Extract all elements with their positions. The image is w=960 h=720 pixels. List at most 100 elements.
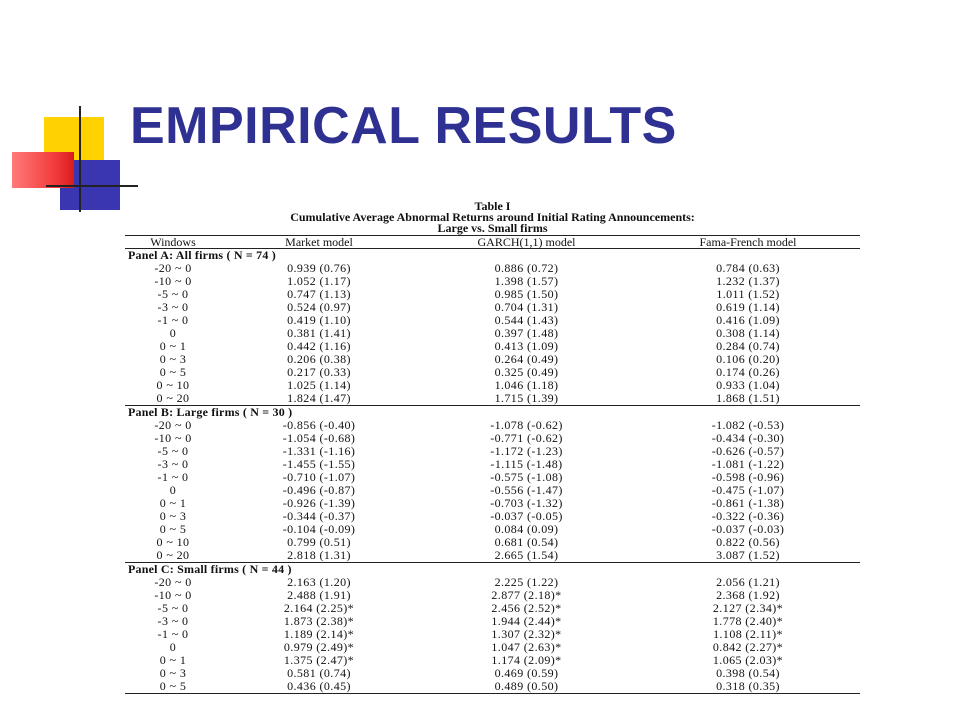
garch-model-cell: -1.172 (-1.23) xyxy=(490,444,563,458)
market-model-cell: 0.747 (1.13) xyxy=(287,287,351,301)
market-model-cell: -0.496 (-0.87) xyxy=(282,483,356,497)
results-table-figure: Table I Cumulative Average Abnormal Retu… xyxy=(125,199,860,694)
fama-french-cell: 1.108 (2.11)* xyxy=(713,627,783,641)
panel-header-row: Panel B: Large firms ( N = 30 ) xyxy=(125,405,860,419)
table-row: -1 ~ 0 0.419 (1.10) 0.544 (1.43) 0.416 (1.0… xyxy=(125,314,860,327)
table-header-row: Windows Market model GARCH(1,1) model Fa… xyxy=(125,235,860,249)
market-model-cell: -0.104 (-0.09) xyxy=(282,522,356,536)
table-row: -20 ~ 0 0.939 (0.76) 0.886 (0.72) 0.784 (0.… xyxy=(125,262,860,275)
market-model-cell: 1.052 (1.17) xyxy=(287,274,351,288)
fama-french-cell: -0.322 (-0.36) xyxy=(711,509,785,523)
garch-model-cell: 2.456 (2.52)* xyxy=(491,601,562,615)
market-model-cell: -1.054 (-0.68) xyxy=(282,431,356,445)
garch-model-cell: 1.715 (1.39) xyxy=(494,391,559,405)
garch-model-cell: 0.084 (0.09) xyxy=(494,522,559,536)
garch-model-cell: 0.325 (0.49) xyxy=(494,365,559,379)
garch-model-cell: 0.985 (1.50) xyxy=(494,287,559,301)
market-model-cell: -0.856 (-0.40) xyxy=(282,418,356,432)
table-row: 0 ~ 10 1.025 (1.14) 1.046 (1.18) 0.933 (1.0… xyxy=(125,379,860,392)
garch-model-cell: 0.681 (0.54) xyxy=(494,535,559,549)
market-model-cell: -1.331 (-1.16) xyxy=(282,444,356,458)
market-model-cell: 1.824 (1.47) xyxy=(287,391,351,405)
table-row: 0 ~ 5 -0.104 (-0.09) 0.084 (0.09) -0.037 (-… xyxy=(125,523,860,536)
window-cell: -20 ~ 0 xyxy=(154,261,192,275)
table-row: -5 ~ 0 2.164 (2.25)* 2.456 (2.52)* 2.127 (2… xyxy=(125,602,860,615)
garch-model-cell: -1.115 (-1.48) xyxy=(490,457,563,471)
fama-french-cell: 0.842 (2.27)* xyxy=(712,640,784,654)
window-cell: -10 ~ 0 xyxy=(154,274,192,288)
market-model-cell: 1.375 (2.47)* xyxy=(283,653,355,667)
window-cell: -1 ~ 0 xyxy=(157,470,189,484)
table-row: -20 ~ 0 2.163 (1.20) 2.225 (1.22) 2.056 (1.… xyxy=(125,576,860,589)
table-row: -3 ~ 0 0.524 (0.97) 0.704 (1.31) 0.619 (1.1… xyxy=(125,301,860,314)
market-model-cell: 2.818 (1.31) xyxy=(287,548,351,562)
table-row: 0 ~ 1 -0.926 (-1.39) -0.703 (-1.32) -0.861 … xyxy=(125,497,860,510)
market-model-cell: 0.581 (0.74) xyxy=(287,666,351,680)
panel-header-row: Panel C: Small firms ( N = 44 ) xyxy=(125,562,860,576)
fama-french-cell: 1.011 (1.52) xyxy=(716,287,780,301)
garch-model-cell: 1.047 (2.63)* xyxy=(491,640,562,654)
window-cell: -5 ~ 0 xyxy=(157,287,189,301)
fama-french-cell: -0.598 (-0.96) xyxy=(711,470,785,484)
market-model-cell: -0.926 (-1.39) xyxy=(282,496,356,510)
window-cell: -5 ~ 0 xyxy=(157,601,189,615)
fama-french-cell: 0.398 (0.54) xyxy=(716,666,780,680)
header-garch-model: GARCH(1,1) model xyxy=(417,235,636,249)
garch-model-cell: 1.307 (2.32)* xyxy=(491,627,562,641)
garch-model-cell: 0.704 (1.31) xyxy=(494,300,559,314)
window-cell: -3 ~ 0 xyxy=(157,457,189,471)
window-cell: -20 ~ 0 xyxy=(154,418,192,432)
market-model-cell: 1.873 (2.38)* xyxy=(283,614,355,628)
panel-title: Panel B: Large firms ( N = 30 ) xyxy=(125,405,860,419)
garch-model-cell: 1.944 (2.44)* xyxy=(491,614,562,628)
garch-model-cell: 2.225 (1.22) xyxy=(494,575,559,589)
fama-french-cell: 0.308 (1.14) xyxy=(716,326,780,340)
window-cell: 0 ~ 1 xyxy=(159,339,187,353)
window-cell: 0 ~ 5 xyxy=(125,680,221,694)
window-cell: 0 ~ 10 xyxy=(156,535,190,549)
table-row: 0 ~ 3 0.206 (0.38) 0.264 (0.49) 0.106 (0.20… xyxy=(125,353,860,366)
window-cell: -20 ~ 0 xyxy=(154,575,192,589)
window-cell: 0 ~ 10 xyxy=(156,378,190,392)
window-cell: 0 ~ 1 xyxy=(159,653,187,667)
fama-french-cell: 0.106 (0.20) xyxy=(716,352,780,366)
window-cell: 0 xyxy=(169,640,177,654)
fama-french-cell: 0.416 (1.09) xyxy=(716,313,780,327)
market-model-cell: -0.344 (-0.37) xyxy=(282,509,356,523)
garch-model-cell: 2.877 (2.18)* xyxy=(491,588,562,602)
fama-french-cell: 0.619 (1.14) xyxy=(716,300,780,314)
window-cell: -3 ~ 0 xyxy=(157,300,189,314)
window-cell: -10 ~ 0 xyxy=(154,588,192,602)
table-row: -10 ~ 0 1.052 (1.17) 1.398 (1.57) 1.232 (1.… xyxy=(125,275,860,288)
market-model-cell: 0.381 (1.41) xyxy=(287,326,351,340)
table-caption-line-2: Large vs. Small firms xyxy=(437,221,548,235)
window-cell: -1 ~ 0 xyxy=(157,627,189,641)
garch-model-cell: 0.489 (0.50) xyxy=(417,680,636,694)
slide-title: EMPIRICAL RESULTS xyxy=(130,97,677,155)
window-cell: 0 xyxy=(169,326,177,340)
garch-model-cell: 1.398 (1.57) xyxy=(494,274,559,288)
fama-french-cell: 1.868 (1.51) xyxy=(716,391,780,405)
fama-french-cell: 1.065 (2.03)* xyxy=(712,653,784,667)
table-row: 0 ~ 5 0.217 (0.33) 0.325 (0.49) 0.174 (0.26… xyxy=(125,366,860,379)
fama-french-cell: 0.784 (0.63) xyxy=(716,261,780,275)
panel-title: Panel A: All firms ( N = 74 ) xyxy=(128,248,276,262)
table-row: -1 ~ 0 1.189 (2.14)* 1.307 (2.32)* 1.108 (2… xyxy=(125,628,860,641)
table-label: Table I xyxy=(474,199,511,213)
garch-model-cell: 0.413 (1.09) xyxy=(494,339,559,353)
table-caption-line-1: Cumulative Average Abnormal Returns arou… xyxy=(290,210,695,224)
fama-french-cell: -0.861 (-1.38) xyxy=(711,496,785,510)
fama-french-cell: -0.475 (-1.07) xyxy=(711,483,785,497)
garch-model-cell: 1.174 (2.09)* xyxy=(491,653,562,667)
table-row: 0 ~ 20 2.818 (1.31) 2.665 (1.54) 3.087 (1.5… xyxy=(125,549,860,563)
market-model-cell: 0.524 (0.97) xyxy=(287,300,351,314)
market-model-cell: 0.939 (0.76) xyxy=(287,261,351,275)
market-model-cell: 0.206 (0.38) xyxy=(287,352,351,366)
fama-french-cell: -1.082 (-0.53) xyxy=(711,418,785,432)
market-model-cell: -0.710 (-1.07) xyxy=(282,470,356,484)
table-row: 0 ~ 5 0.436 (0.45) 0.489 (0.50) 0.318 (0.35… xyxy=(125,680,860,694)
market-model-cell: 0.419 (1.10) xyxy=(287,313,351,327)
fama-french-cell: 0.284 (0.74) xyxy=(716,339,780,353)
table-row: -3 ~ 0 1.873 (2.38)* 1.944 (2.44)* 1.778 (2… xyxy=(125,615,860,628)
window-cell: -5 ~ 0 xyxy=(157,444,189,458)
